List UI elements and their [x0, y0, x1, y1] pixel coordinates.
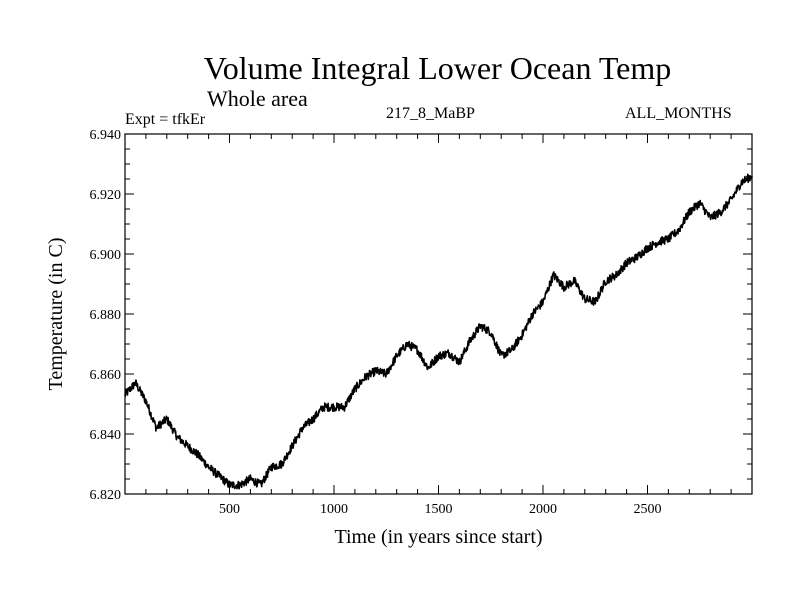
x-tick-label: 500 [219, 502, 240, 517]
y-tick-label: 6.940 [90, 128, 122, 143]
x-tick-label: 2500 [634, 502, 662, 517]
plot-frame [124, 133, 753, 495]
x-tick-label: 1500 [425, 502, 453, 517]
x-tick-label: 1000 [320, 502, 348, 517]
series-line [124, 173, 753, 490]
y-tick-label: 6.840 [90, 428, 122, 443]
chart-subtitle: Whole area [207, 86, 308, 111]
y-tick-label: 6.860 [90, 368, 122, 383]
y-axis-label: Temperature (in C) [45, 238, 67, 391]
y-tick-label: 6.820 [90, 488, 122, 503]
months-label: ALL_MONTHS [625, 105, 732, 122]
x-tick-label: 2000 [529, 502, 557, 517]
experiment-label: Expt = tfkEr [125, 111, 206, 128]
chart-title: Volume Integral Lower Ocean Temp [203, 50, 672, 86]
y-tick-label: 6.880 [90, 308, 122, 323]
x-axis-label: Time (in years since start) [334, 526, 542, 548]
run-label: 217_8_MaBP [386, 105, 475, 122]
y-tick-label: 6.900 [90, 248, 122, 263]
y-tick-label: 6.920 [90, 188, 122, 203]
